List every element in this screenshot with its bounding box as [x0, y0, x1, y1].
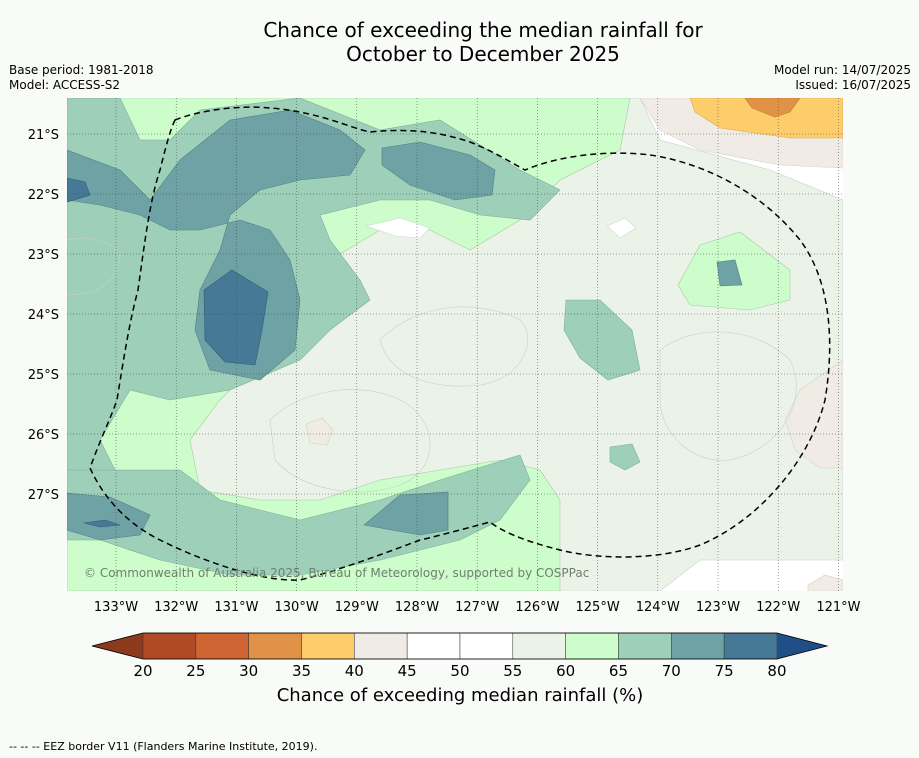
lon-label: 126°W [515, 600, 559, 615]
band-75-80-sw [83, 519, 121, 528]
eez-footer-note: -- -- -- EEZ border V11 (Flanders Marine… [9, 740, 318, 753]
band-70-75-sw [67, 492, 151, 541]
colorbar-tick-label: 40 [345, 662, 364, 680]
colorbar-tick-label: 80 [767, 662, 786, 680]
lon-label: 121°W [816, 600, 860, 615]
lon-label: 128°W [395, 600, 439, 615]
colorbar-tick-label: 45 [398, 662, 417, 680]
band-50-pocket-e [606, 217, 637, 239]
contour-line-3 [659, 331, 797, 461]
lon-label: 122°W [756, 600, 800, 615]
base-period-text: Base period: 1981-2018 [9, 63, 154, 77]
colorbar-label: Chance of exceeding median rainfall (%) [276, 685, 644, 706]
gridlines [67, 98, 843, 591]
colorbar-band [248, 632, 302, 660]
longitude-labels: 133°W 132°W 131°W 130°W 129°W 128°W 127°W 126°W… [94, 600, 861, 615]
lon-label: 125°W [576, 600, 620, 615]
colorbar-band [565, 632, 619, 660]
map-title-line1: Chance of exceeding the median rainfall … [263, 18, 703, 42]
lon-label: 129°W [335, 600, 379, 615]
colorbar-tick-label: 65 [609, 662, 628, 680]
colorbar-under-triangle [92, 633, 143, 659]
lon-label: 130°W [275, 600, 319, 615]
band-45-dry-se [807, 574, 843, 591]
colorbar-band [301, 632, 355, 660]
lat-label: 22°S [28, 188, 59, 203]
band-75-80-w [67, 177, 91, 203]
map-panel: © Commonwealth of Australia 2025, Bureau… [67, 98, 843, 591]
band-75-80 [203, 269, 269, 366]
band-45-dry-c [305, 417, 334, 446]
lon-label: 132°W [154, 600, 198, 615]
contour-line-4 [67, 237, 121, 296]
band-65-70-south [67, 454, 531, 576]
colorbar-tick-label: 25 [186, 662, 205, 680]
colorbar-band [142, 632, 197, 660]
copyright-text: © Commonwealth of Australia 2025, Bureau… [84, 566, 589, 580]
latitude-labels: 21°S 22°S 23°S 24°S 25°S 26°S 27°S [28, 128, 59, 503]
colorbar-band [723, 632, 778, 660]
eez-border [89, 106, 831, 581]
colorbar-band [459, 632, 514, 660]
colorbar-tick-label: 60 [556, 662, 575, 680]
band-70-75-e [716, 259, 743, 287]
colorbar-band [618, 632, 672, 660]
lon-label: 123°W [696, 600, 740, 615]
colorbar-tick-label: 75 [715, 662, 734, 680]
contour-line [269, 389, 431, 493]
info-left: Base period: 1981-2018 Model: ACCESS-S2 [9, 63, 154, 93]
contour-line-2 [379, 306, 529, 387]
band-50-pocket [364, 217, 431, 239]
colorbar-band [671, 632, 725, 660]
band-30-35-ne [744, 98, 801, 118]
band-70-75-s [363, 491, 449, 536]
lat-label: 24°S [28, 308, 59, 323]
lon-label: 133°W [94, 600, 138, 615]
band-65-70-mid [563, 299, 641, 381]
lon-label: 127°W [455, 600, 499, 615]
colorbar-tick-label: 20 [133, 662, 152, 680]
lon-label: 131°W [214, 600, 258, 615]
band-70-75 [67, 109, 366, 381]
colorbar-band [512, 632, 566, 660]
lon-label: 124°W [636, 600, 680, 615]
band-35-40-ne [689, 98, 843, 139]
colorbar-tick-label: 70 [662, 662, 681, 680]
lat-label: 25°S [28, 368, 59, 383]
model-text: Model: ACCESS-S2 [9, 78, 121, 92]
colorbar-tick-label: 30 [239, 662, 258, 680]
colorbar-tick-label: 35 [292, 662, 311, 680]
info-right: Model run: 14/07/2025 Issued: 16/07/2025 [774, 63, 911, 93]
colorbar-outline [91, 632, 829, 660]
colorbar-over-triangle [777, 633, 827, 659]
colorbar-band [406, 632, 461, 660]
lat-label: 26°S [28, 428, 59, 443]
band-45-dry-e [784, 359, 843, 469]
band-65-70-small [609, 443, 641, 471]
band-70-75-ne [381, 141, 496, 201]
model-run-text: Model run: 14/07/2025 [773, 63, 911, 77]
lat-label: 23°S [28, 248, 59, 263]
issued-text: Issued: 16/07/2025 [795, 78, 911, 92]
colorbar-band [354, 632, 408, 660]
colorbar: 20 25 30 35 40 45 50 55 60 65 70 75 80 [91, 632, 829, 680]
colorbar-tick-label: 55 [503, 662, 522, 680]
map-title: Chance of exceeding the median rainfall … [0, 18, 919, 66]
lat-label: 27°S [28, 488, 59, 503]
map-title-line2: October to December 2025 [346, 42, 620, 66]
lat-label: 21°S [28, 128, 59, 143]
colorbar-tick-label: 50 [450, 662, 469, 680]
colorbar-band [195, 632, 249, 660]
